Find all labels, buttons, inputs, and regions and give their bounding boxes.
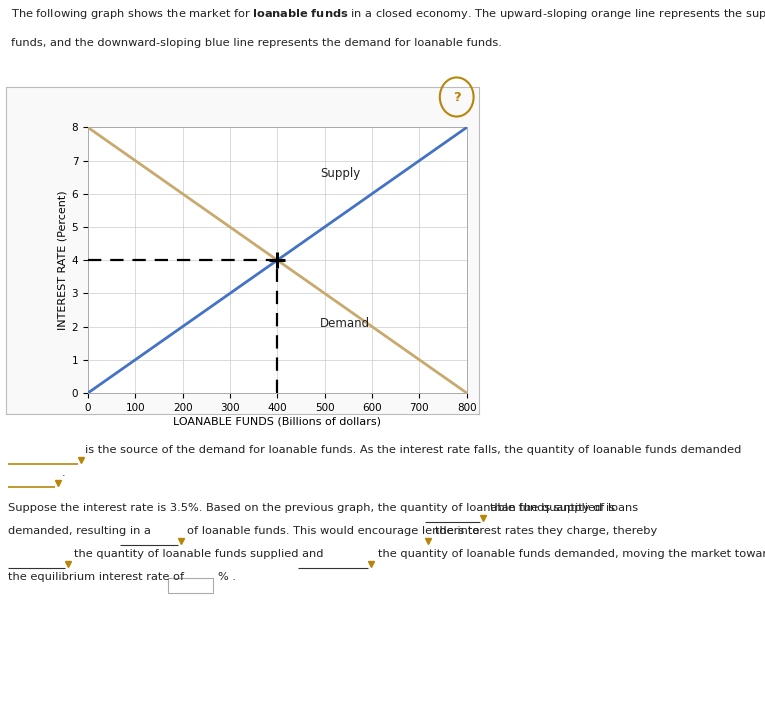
X-axis label: LOANABLE FUNDS (Billions of dollars): LOANABLE FUNDS (Billions of dollars) [174,417,381,427]
Text: the equilibrium interest rate of: the equilibrium interest rate of [8,572,184,582]
Text: demanded, resulting in a: demanded, resulting in a [8,526,151,536]
Text: Suppose the interest rate is 3.5%. Based on the previous graph, the quantity of : Suppose the interest rate is 3.5%. Based… [8,503,615,513]
Text: the quantity of loanable funds demanded, moving the market toward: the quantity of loanable funds demanded,… [378,549,765,559]
FancyBboxPatch shape [168,578,213,593]
Text: funds, and the downward-sloping blue line represents the demand for loanable fun: funds, and the downward-sloping blue lin… [11,38,503,47]
Text: .: . [62,468,66,478]
Text: Supply: Supply [320,167,360,181]
Text: the interest rates they charge, thereby: the interest rates they charge, thereby [435,526,657,536]
Text: ?: ? [453,91,461,104]
Y-axis label: INTEREST RATE (Percent): INTEREST RATE (Percent) [57,190,67,330]
Text: % .: % . [218,572,236,582]
Text: the quantity of loanable funds supplied and: the quantity of loanable funds supplied … [74,549,324,559]
Text: is the source of the demand for loanable funds. As the interest rate falls, the : is the source of the demand for loanable… [85,445,741,455]
Text: than the quantity of loans: than the quantity of loans [490,503,638,513]
Text: Demand: Demand [320,316,370,329]
Text: The following graph shows the market for $\bf{loanable\ funds}$ in a closed econ: The following graph shows the market for… [11,7,765,21]
Text: of loanable funds. This would encourage lenders to: of loanable funds. This would encourage … [187,526,480,536]
